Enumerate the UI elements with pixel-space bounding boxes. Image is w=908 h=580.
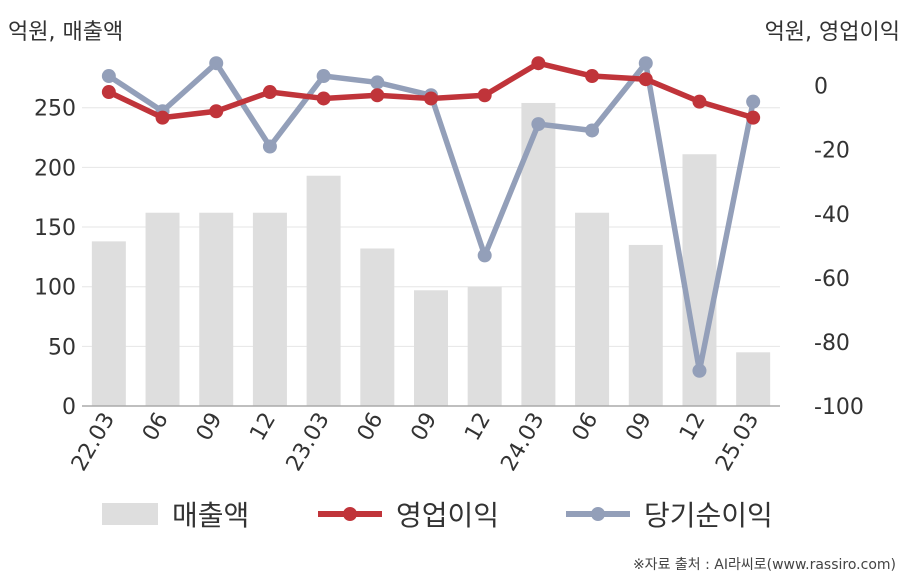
operating-profit-point: [477, 88, 492, 103]
net-income-point: [638, 56, 653, 71]
net-income-point: [746, 94, 761, 109]
legend-item-operating-profit: 영업이익: [318, 494, 499, 534]
x-tick-label: 12: [675, 409, 711, 446]
legend-label-operating-profit: 영업이익: [396, 499, 500, 532]
right-tick-label: -100: [814, 395, 864, 420]
net-income-point: [692, 363, 707, 378]
left-axis-unit: 억원, 매출액: [8, 20, 124, 45]
operating-profit-point: [155, 110, 170, 125]
operating-profit-point: [370, 88, 385, 103]
left-tick-label: 0: [62, 395, 76, 420]
operating-profit-point: [316, 91, 331, 106]
left-tick-label: 200: [34, 156, 76, 181]
revenue-bar: [145, 212, 180, 406]
right-tick-label: -80: [814, 331, 850, 356]
operating-profit-point: [424, 91, 438, 106]
revenue-bars: [91, 102, 771, 406]
x-tick-label: 12: [245, 409, 281, 446]
legend-label-revenue: 매출액: [172, 499, 250, 532]
left-tick-label: 50: [48, 335, 76, 360]
net-income-point: [316, 69, 331, 84]
legend-item-net-income: 당기순이익: [566, 494, 773, 534]
right-tick-label: -40: [814, 203, 850, 228]
revenue-bar: [575, 212, 610, 406]
revenue-bar: [199, 212, 234, 406]
net-income-point: [262, 139, 277, 154]
x-tick-label: 23.03: [282, 409, 335, 476]
net-income-point: [477, 248, 492, 263]
legend-swatch-revenue: [102, 503, 158, 525]
net-income-point: [585, 123, 600, 138]
x-tick-label: 24.03: [496, 409, 549, 476]
source-note: ※자료 출처 : AI라씨로(www.rassiro.com): [632, 557, 896, 573]
legend: 매출액 영업이익 당기순이익: [0, 494, 908, 534]
legend-label-net-income: 당기순이익: [644, 499, 773, 532]
revenue-bar: [252, 212, 287, 406]
operating-profit-point: [262, 85, 277, 100]
revenue-bar: [91, 241, 126, 406]
legend-swatch-operating-profit: [318, 507, 382, 521]
revenue-bar: [467, 286, 502, 406]
legend-item-revenue: 매출액: [102, 494, 249, 534]
left-tick-label: 150: [34, 216, 76, 241]
operating-profit-point: [101, 85, 116, 100]
left-tick-label: 250: [34, 97, 76, 122]
x-tick-label: 06: [353, 409, 389, 446]
x-tick-label: 09: [407, 409, 443, 446]
revenue-bar: [414, 290, 448, 406]
x-tick-label: 06: [138, 409, 174, 446]
left-tick-label: 100: [34, 276, 76, 301]
x-tick-label: 25.03: [711, 409, 764, 476]
legend-swatch-net-income: [566, 507, 630, 521]
right-axis-unit: 억원, 영업이익: [764, 20, 900, 45]
x-tick-label: 09: [621, 409, 657, 446]
operating-profit-point: [638, 72, 653, 87]
net-income-point: [209, 56, 224, 71]
x-tick-label: 06: [568, 409, 604, 446]
revenue-bar: [360, 248, 395, 406]
operating-profit-point: [209, 104, 224, 119]
revenue-bar: [628, 244, 663, 406]
operating-profit-point: [746, 110, 761, 125]
revenue-bar: [306, 175, 341, 406]
right-tick-label: 0: [814, 75, 828, 100]
net-income-point: [370, 75, 385, 90]
right-tick-label: -60: [814, 267, 850, 292]
operating-profit-point: [692, 94, 707, 109]
x-tick-label: 12: [460, 409, 496, 446]
profit-lines: [101, 56, 761, 378]
operating-profit-point: [585, 69, 600, 84]
operating-profit-point: [531, 56, 546, 71]
right-tick-label: -20: [814, 139, 850, 164]
net-income-point: [531, 117, 546, 132]
revenue-bar: [736, 352, 771, 406]
net-income-point: [101, 69, 116, 84]
x-tick-label: 09: [192, 409, 228, 446]
